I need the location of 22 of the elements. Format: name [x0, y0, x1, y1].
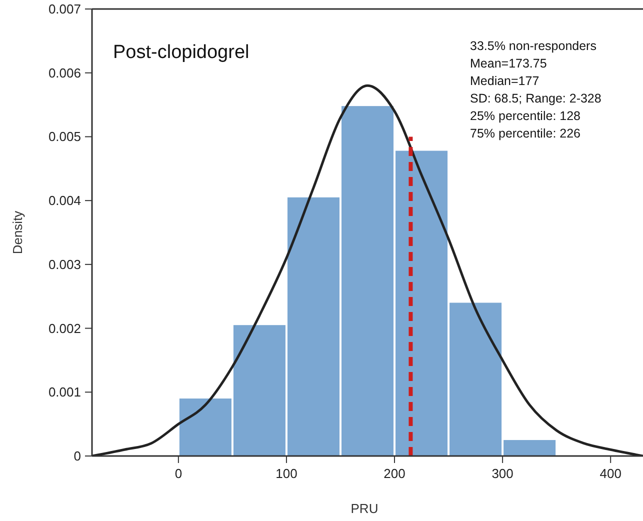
y-axis-title: Density [10, 210, 25, 254]
annotation: 25% percentile: 128 [470, 109, 581, 123]
text: Post-clopidogrel [113, 42, 250, 63]
x-tick-label: 300 [492, 466, 514, 481]
x-tick-label: 0 [174, 466, 182, 481]
annotation: Mean=173.75 [470, 56, 547, 70]
x-tick-label: 400 [600, 466, 622, 481]
annotation: Median=177 [470, 74, 540, 88]
y-tick-label: 0.007 [48, 2, 81, 16]
y-tick-label: 0 [74, 448, 81, 464]
annotation: SD: 68.5; Range: 2-328 [470, 92, 602, 106]
y-tick-label: 0.004 [48, 193, 81, 208]
y-tick-label: 0.001 [48, 384, 81, 400]
x-axis-title: PRU [350, 501, 378, 516]
annotation: 75% percentile: 226 [470, 126, 581, 140]
y-tick-label: 0.003 [48, 256, 81, 272]
x-tick-label: 100 [276, 466, 298, 481]
x-tick-label: 200 [384, 466, 406, 481]
y-tick-label: 0.002 [48, 320, 81, 336]
annotation: 33.5% non-responders [470, 39, 596, 53]
y-tick-label: 0.005 [48, 129, 81, 144]
y-tick-label: 0.006 [48, 65, 81, 80]
